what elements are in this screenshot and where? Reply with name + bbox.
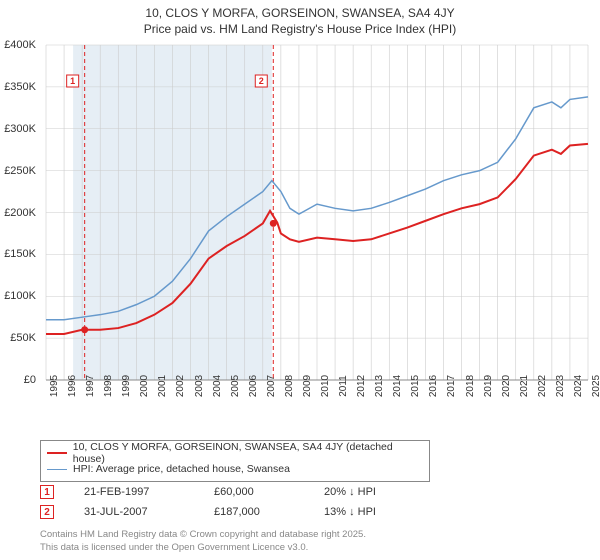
svg-text:1: 1 bbox=[70, 76, 75, 86]
x-tick-label: 2020 bbox=[501, 375, 512, 397]
y-tick-label: £400K bbox=[4, 39, 36, 51]
marker-date: 31-JUL-2007 bbox=[84, 506, 184, 518]
y-tick-label: £100K bbox=[4, 290, 36, 302]
x-tick-label: 1996 bbox=[67, 375, 78, 397]
y-tick-label: £50K bbox=[10, 332, 36, 344]
x-tick-label: 1995 bbox=[49, 375, 60, 397]
y-tick-label: £150K bbox=[4, 248, 36, 260]
x-tick-label: 2013 bbox=[374, 375, 385, 397]
y-tick-label: £0 bbox=[24, 374, 36, 386]
x-tick-label: 2021 bbox=[519, 375, 530, 397]
legend-swatch bbox=[47, 469, 67, 470]
x-tick-label: 2004 bbox=[212, 375, 223, 397]
footer-line1: Contains HM Land Registry data © Crown c… bbox=[40, 529, 366, 541]
y-tick-label: £250K bbox=[4, 165, 36, 177]
chart-title-line1: 10, CLOS Y MORFA, GORSEINON, SWANSEA, SA… bbox=[0, 6, 600, 22]
marker-table: 1 21-FEB-1997 £60,000 20% ↓ HPI 2 31-JUL-2007… bbox=[40, 482, 414, 522]
x-tick-label: 2022 bbox=[537, 375, 548, 397]
x-tick-label: 2010 bbox=[320, 375, 331, 397]
x-tick-label: 2005 bbox=[230, 375, 241, 397]
x-tick-label: 2017 bbox=[446, 375, 457, 397]
marker-table-row: 1 21-FEB-1997 £60,000 20% ↓ HPI bbox=[40, 482, 414, 502]
x-tick-label: 2016 bbox=[428, 375, 439, 397]
x-tick-label: 2002 bbox=[175, 375, 186, 397]
footer-attribution: Contains HM Land Registry data © Crown c… bbox=[40, 529, 366, 554]
x-tick-label: 2011 bbox=[338, 375, 349, 397]
chart-area: 12 bbox=[40, 40, 590, 410]
marker-diff: 13% ↓ HPI bbox=[324, 506, 414, 518]
x-tick-label: 2001 bbox=[157, 375, 168, 397]
x-tick-label: 2018 bbox=[465, 375, 476, 397]
x-tick-label: 2009 bbox=[302, 375, 313, 397]
x-tick-label: 2023 bbox=[555, 375, 566, 397]
svg-text:2: 2 bbox=[259, 76, 264, 86]
y-tick-label: £350K bbox=[4, 81, 36, 93]
marker-price: £60,000 bbox=[214, 486, 294, 498]
x-tick-label: 2000 bbox=[139, 375, 150, 397]
x-tick-label: 2012 bbox=[356, 375, 367, 397]
x-tick-label: 1997 bbox=[85, 375, 96, 397]
x-tick-label: 1999 bbox=[121, 375, 132, 397]
legend-row: 10, CLOS Y MORFA, GORSEINON, SWANSEA, SA… bbox=[47, 445, 423, 461]
x-tick-label: 2008 bbox=[284, 375, 295, 397]
footer-line2: This data is licensed under the Open Gov… bbox=[40, 542, 366, 554]
x-tick-label: 2006 bbox=[248, 375, 259, 397]
marker-id-box: 1 bbox=[40, 485, 54, 499]
line-chart-svg: 12 bbox=[40, 40, 590, 410]
marker-date: 21-FEB-1997 bbox=[84, 486, 184, 498]
marker-id-box: 2 bbox=[40, 505, 54, 519]
x-tick-label: 2014 bbox=[392, 375, 403, 397]
marker-price: £187,000 bbox=[214, 506, 294, 518]
marker-table-row: 2 31-JUL-2007 £187,000 13% ↓ HPI bbox=[40, 502, 414, 522]
y-tick-label: £200K bbox=[4, 207, 36, 219]
x-tick-label: 2003 bbox=[194, 375, 205, 397]
marker-diff: 20% ↓ HPI bbox=[324, 486, 414, 498]
x-tick-label: 2015 bbox=[410, 375, 421, 397]
x-tick-label: 2019 bbox=[483, 375, 494, 397]
chart-title-block: 10, CLOS Y MORFA, GORSEINON, SWANSEA, SA… bbox=[0, 0, 600, 37]
x-tick-label: 1998 bbox=[103, 375, 114, 397]
chart-title-line2: Price paid vs. HM Land Registry's House … bbox=[0, 22, 600, 38]
legend-label: 10, CLOS Y MORFA, GORSEINON, SWANSEA, SA… bbox=[73, 441, 423, 465]
x-tick-label: 2024 bbox=[573, 375, 584, 397]
y-tick-label: £300K bbox=[4, 123, 36, 135]
legend-label: HPI: Average price, detached house, Swan… bbox=[73, 463, 290, 475]
legend-box: 10, CLOS Y MORFA, GORSEINON, SWANSEA, SA… bbox=[40, 440, 430, 482]
legend-swatch bbox=[47, 452, 67, 454]
x-tick-label: 2007 bbox=[266, 375, 277, 397]
x-tick-label: 2025 bbox=[591, 375, 600, 397]
